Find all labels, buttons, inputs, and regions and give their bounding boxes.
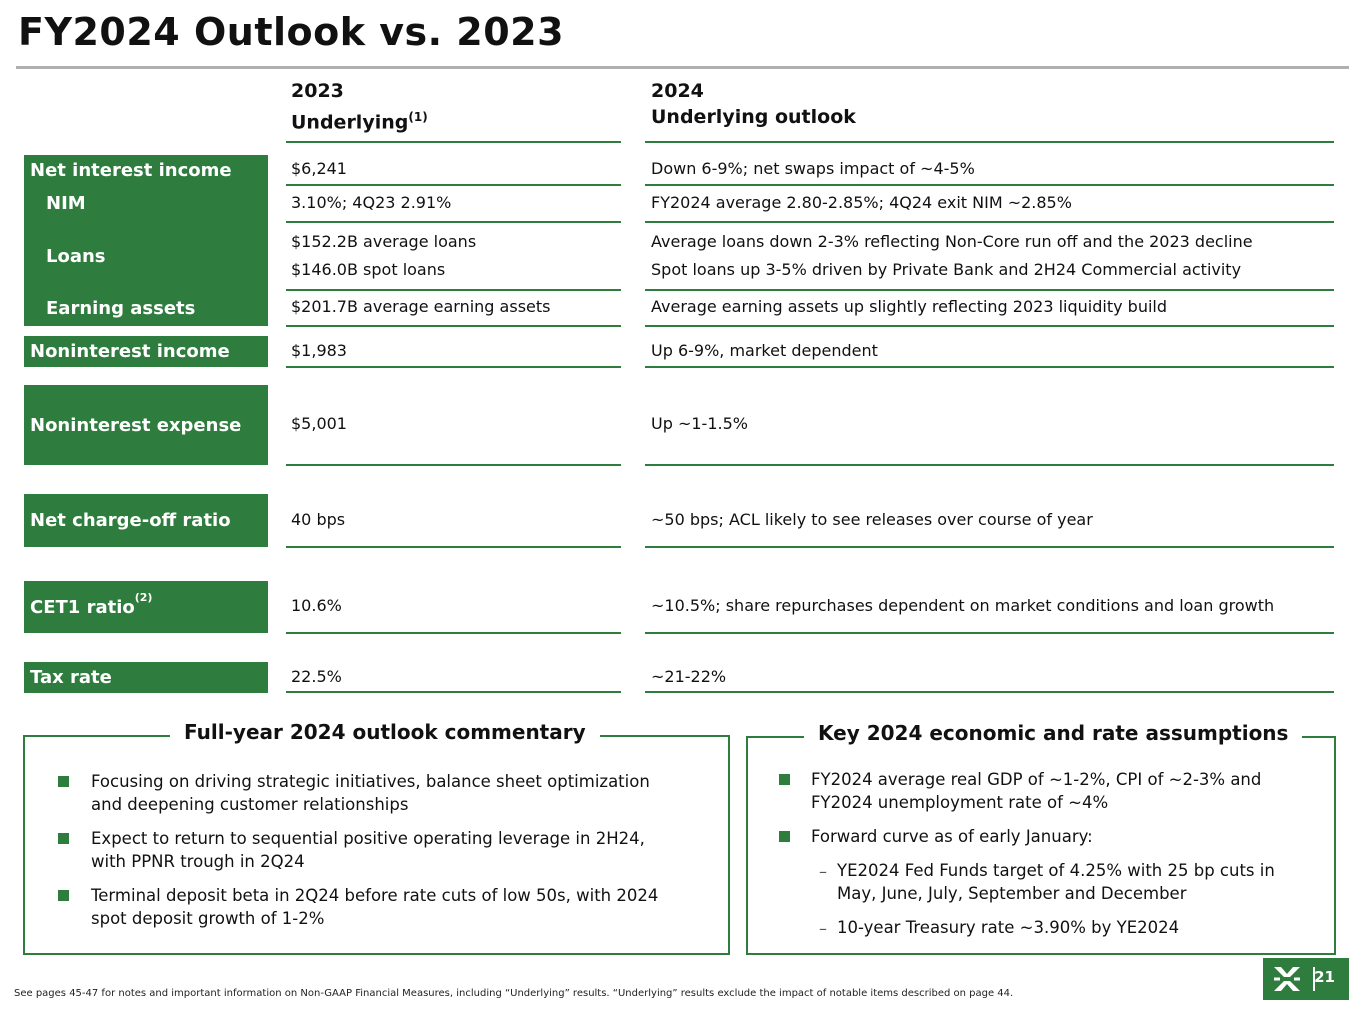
row-rule (286, 691, 621, 693)
footnote-ref-1: (1) (408, 110, 428, 124)
row-rule (286, 366, 621, 368)
net-charge-off-2023-value: 40 bps (291, 510, 346, 529)
row-rule (286, 546, 621, 548)
dash-icon: – (819, 919, 827, 938)
column-header-2024: 2024 Underlying outlook (651, 78, 856, 130)
brand-logo-badge: 21 (1263, 958, 1349, 1000)
bullet-square-icon (58, 833, 69, 844)
header-rule-2024 (645, 141, 1334, 143)
row-label-tax-rate: Tax rate (24, 662, 268, 693)
row-label-earning-assets: Earning assets (24, 290, 268, 326)
bullet-square-icon (779, 831, 790, 842)
row-rule (286, 325, 621, 327)
commentary-bullet-2: Expect to return to sequential positive … (91, 829, 645, 871)
column-header-2023-label: Underlying(1) (291, 110, 428, 134)
column-header-2023-year: 2023 (291, 80, 344, 102)
row-rule (645, 325, 1334, 327)
row-rule (286, 632, 621, 634)
footnote: See pages 45-47 for notes and important … (14, 988, 1014, 999)
assumptions-bullet-1: FY2024 average real GDP of ~1-2%, CPI of… (811, 770, 1262, 812)
cet1-2023-value: 10.6% (291, 596, 342, 615)
header-rule-2023 (286, 141, 621, 143)
bullet-square-icon (58, 776, 69, 787)
commentary-title: Full-year 2024 outlook commentary (170, 720, 600, 744)
column-header-2024-label: Underlying outlook (651, 106, 856, 128)
assumptions-subbullet-2: 10-year Treasury rate ~3.90% by YE2024 (837, 918, 1180, 937)
row-rule (286, 184, 621, 186)
logo-divider (1313, 967, 1315, 991)
noninterest-income-2023-value: $1,983 (291, 341, 347, 360)
row-rule (645, 366, 1334, 368)
row-label-loans: Loans (24, 222, 268, 290)
loans-2023-spot: $146.0B spot loans (291, 260, 446, 279)
citizens-logo-icon (1274, 967, 1300, 991)
nim-2024-outlook: FY2024 average 2.80-2.85%; 4Q24 exit NIM… (651, 193, 1072, 212)
cet1-2024-outlook: ~10.5%; share repurchases dependent on m… (651, 596, 1275, 615)
row-rule (286, 221, 621, 223)
noninterest-expense-2024-outlook: Up ~1-1.5% (651, 414, 748, 433)
earning-assets-2024-outlook: Average earning assets up slightly refle… (651, 297, 1167, 316)
loans-2024-spot-outlook: Spot loans up 3-5% driven by Private Ban… (651, 260, 1242, 279)
commentary-bullet-3: Terminal deposit beta in 2Q24 before rat… (91, 886, 659, 928)
row-label-net-charge-off-ratio: Net charge-off ratio (24, 494, 268, 547)
net-charge-off-2024-outlook: ~50 bps; ACL likely to see releases over… (651, 510, 1093, 529)
row-rule (286, 464, 621, 466)
row-rule (645, 632, 1334, 634)
row-label-noninterest-expense: Noninterest expense (24, 385, 268, 465)
row-rule (645, 184, 1334, 186)
nii-2024-outlook: Down 6-9%; net swaps impact of ~4-5% (651, 159, 975, 178)
row-label-nim: NIM (24, 185, 268, 222)
bullet-square-icon (779, 774, 790, 785)
page-title: FY2024 Outlook vs. 2023 (18, 10, 565, 54)
assumptions-subbullet-1: YE2024 Fed Funds target of 4.25% with 25… (837, 861, 1275, 903)
nii-2023-value: $6,241 (291, 159, 347, 178)
commentary-bullet-1: Focusing on driving strategic initiative… (91, 772, 650, 814)
page-number: 21 (1314, 968, 1335, 986)
row-rule (645, 221, 1334, 223)
loans-2023-average: $152.2B average loans (291, 232, 477, 251)
noninterest-income-2024-outlook: Up 6-9%, market dependent (651, 341, 878, 360)
noninterest-expense-2023-value: $5,001 (291, 414, 347, 433)
dash-icon: – (819, 862, 827, 881)
row-rule (645, 546, 1334, 548)
column-header-2023: 2023 Underlying(1) (291, 78, 428, 135)
row-rule (645, 464, 1334, 466)
assumptions-title: Key 2024 economic and rate assumptions (804, 721, 1303, 745)
footnote-ref-2: (2) (134, 591, 153, 604)
column-header-2024-year: 2024 (651, 80, 704, 102)
bullet-square-icon (58, 890, 69, 901)
loans-2024-average-outlook: Average loans down 2-3% reflecting Non-C… (651, 232, 1253, 251)
title-divider (16, 66, 1349, 69)
row-label-noninterest-income: Noninterest income (24, 336, 268, 367)
row-label-net-interest-income: Net interest income (24, 155, 268, 185)
tax-rate-2023-value: 22.5% (291, 667, 342, 686)
nim-2023-value: 3.10%; 4Q23 2.91% (291, 193, 452, 212)
row-label-cet1-ratio: CET1 ratio (2) (24, 581, 268, 633)
earning-assets-2023-value: $201.7B average earning assets (291, 297, 551, 316)
row-rule (645, 289, 1334, 291)
assumptions-bullet-2: Forward curve as of early January: (811, 827, 1093, 846)
row-rule (286, 289, 621, 291)
row-rule (645, 691, 1334, 693)
tax-rate-2024-outlook: ~21-22% (651, 667, 727, 686)
